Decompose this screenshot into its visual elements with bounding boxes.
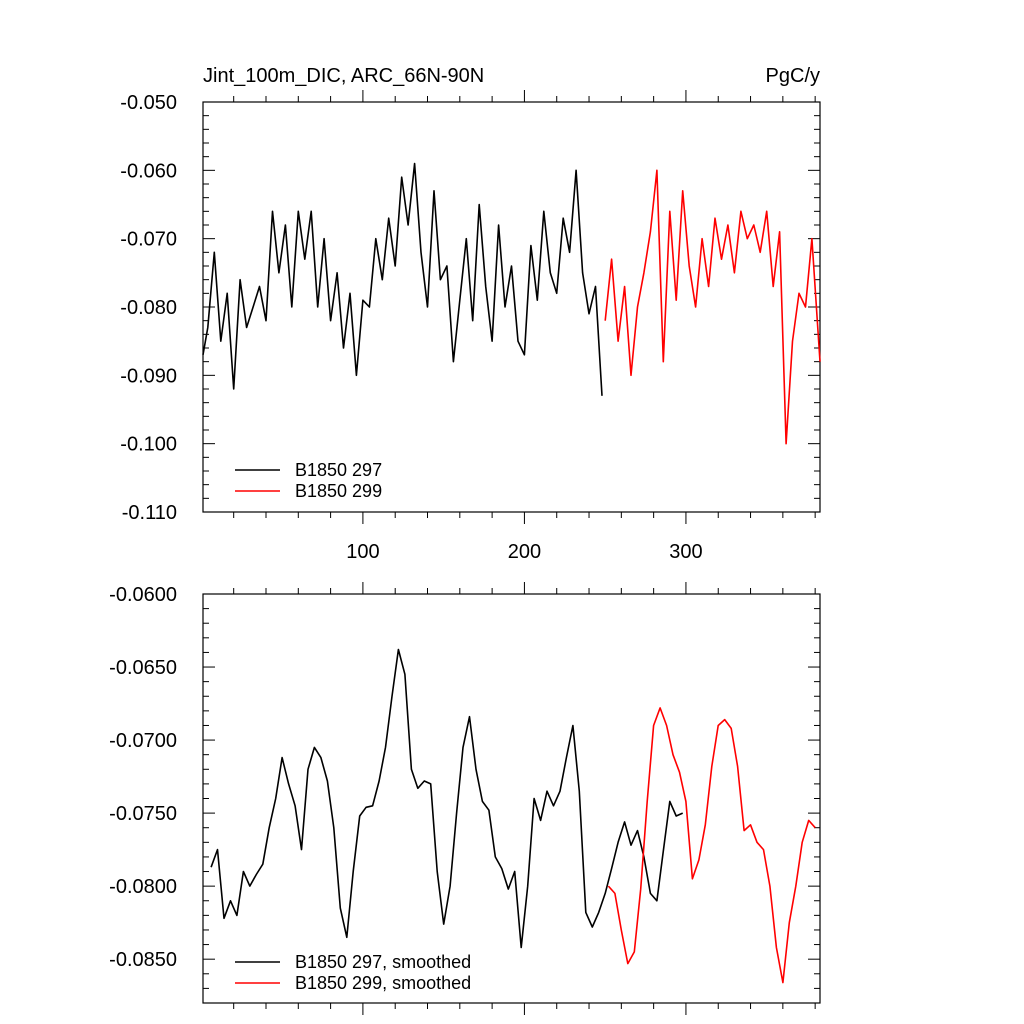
y-tick-label: -0.100 [120, 434, 177, 456]
y-tick-label: -0.070 [120, 229, 177, 251]
y-tick-label: -0.0800 [109, 876, 177, 898]
series-line-2 [604, 169, 821, 445]
x-tick-label: 100 [346, 541, 379, 563]
plot-frame [202, 593, 821, 1004]
series-line-1 [210, 648, 684, 949]
legend-label: B1850 299 [295, 481, 382, 501]
y-tick-label: -0.110 [122, 502, 177, 524]
y-tick-label: -0.0700 [109, 730, 177, 752]
legend-label: B1850 299, smoothed [295, 973, 471, 993]
plot-title: Jint_100m_DIC, ARC_66N-90N [203, 65, 484, 87]
y-tick-label: -0.080 [120, 297, 177, 319]
y-tick-label: -0.0600 [109, 584, 177, 606]
series-line-1 [202, 162, 603, 396]
bottom-panel: -0.0850 -0.0800 -0.0750 -0.0700 -0.0650 -0.06… [109, 582, 821, 1015]
legend-label: B1850 297 [295, 460, 382, 480]
plot-frame [202, 101, 821, 513]
y-tick-label: -0.0850 [109, 949, 177, 971]
y-tick-label: -0.0650 [109, 657, 177, 679]
legend-label: B1850 297, smoothed [295, 952, 471, 972]
top-panel: -0.110 -0.100 -0.090 -0.080 -0.070 -0.060 -0.0… [120, 90, 821, 563]
y-tick-label: -0.050 [120, 92, 177, 114]
series-line-2 [607, 707, 816, 984]
x-tick-label: 200 [508, 541, 541, 563]
y-tick-label: -0.0750 [109, 803, 177, 825]
y-tick-label: -0.090 [120, 365, 177, 387]
y-tick-label: -0.060 [120, 160, 177, 182]
plot-units: PgC/y [766, 65, 820, 87]
x-tick-label: 300 [669, 541, 702, 563]
